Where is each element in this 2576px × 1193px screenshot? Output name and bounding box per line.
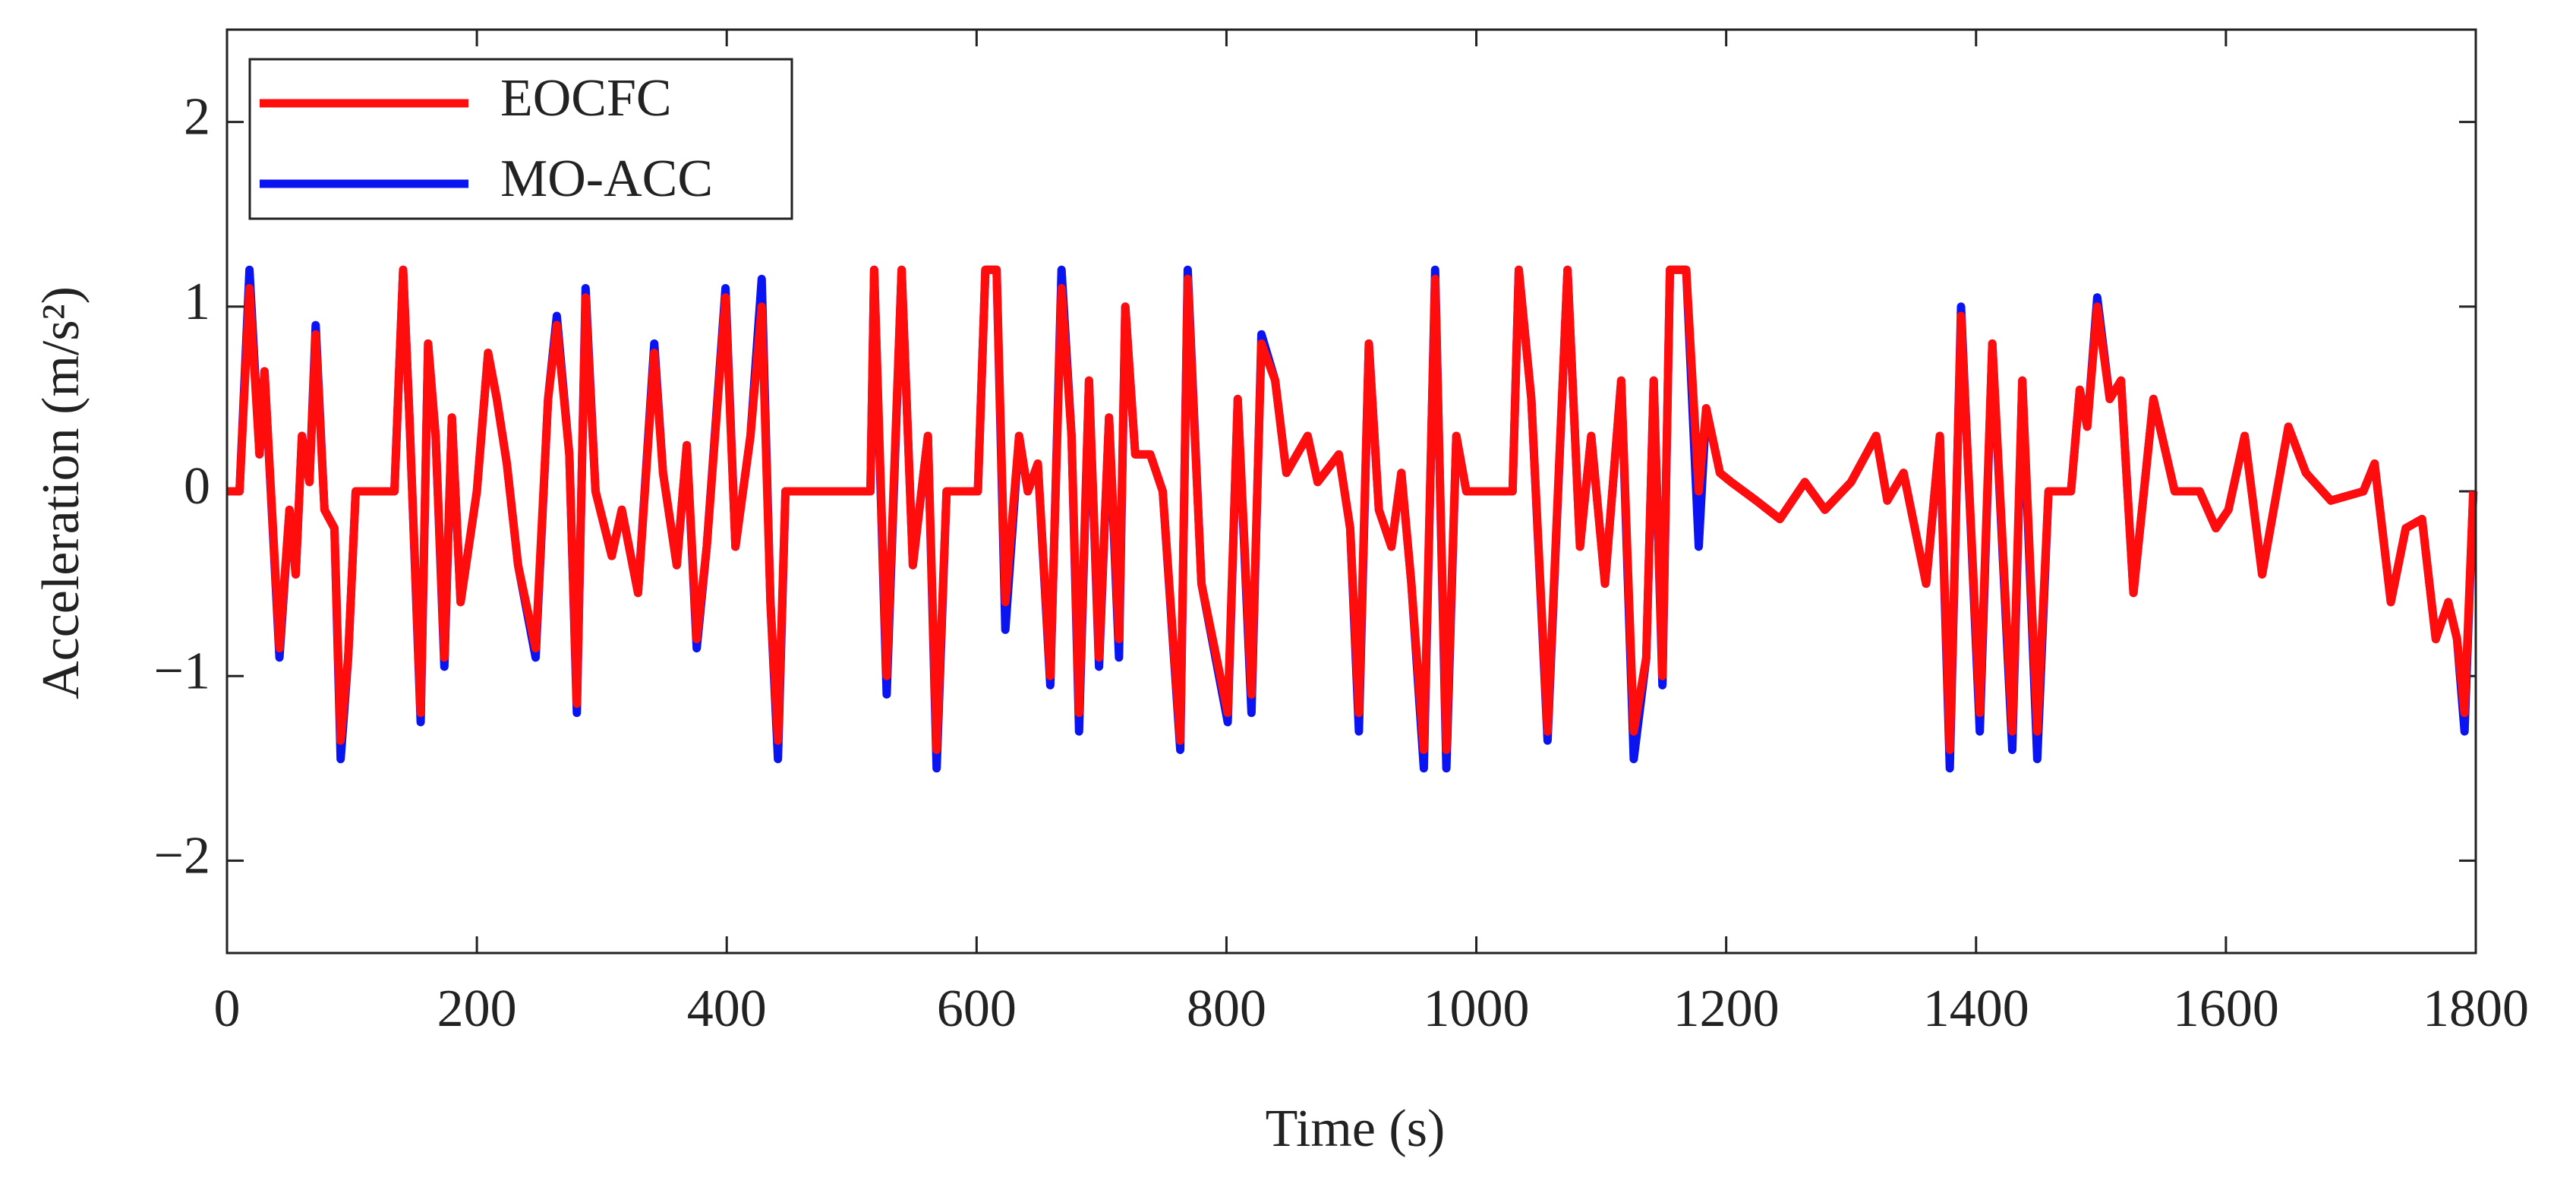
x-tick-label: 600 (937, 980, 1017, 1038)
y-tick-label: −2 (154, 826, 210, 885)
x-tick-label: 1800 (2423, 980, 2529, 1038)
x-tick-label: 400 (687, 980, 767, 1038)
series-line (227, 265, 2478, 754)
x-tick-label: 1200 (1673, 980, 1780, 1038)
x-tick-label: 1400 (1923, 980, 2029, 1038)
legend-label: EOCFC (500, 69, 672, 128)
x-tick-label: 1000 (1424, 980, 1530, 1038)
y-tick-label: 0 (184, 457, 210, 516)
x-axis-label: Time (s) (1266, 1100, 1446, 1158)
plot-frame (225, 28, 2477, 955)
x-tick-label: 800 (1187, 980, 1266, 1038)
y-tick-label: −1 (154, 642, 210, 700)
x-tick-label: 0 (214, 980, 241, 1038)
y-tick-label: 2 (184, 88, 210, 147)
x-tick-label: 200 (437, 980, 517, 1038)
legend-box (248, 58, 793, 220)
legend-label: MO-ACC (500, 150, 713, 208)
y-axis-label: Acceleration (m/s²) (32, 286, 90, 699)
y-tick-label: 1 (184, 273, 210, 331)
x-tick-label: 1600 (2173, 980, 2279, 1038)
